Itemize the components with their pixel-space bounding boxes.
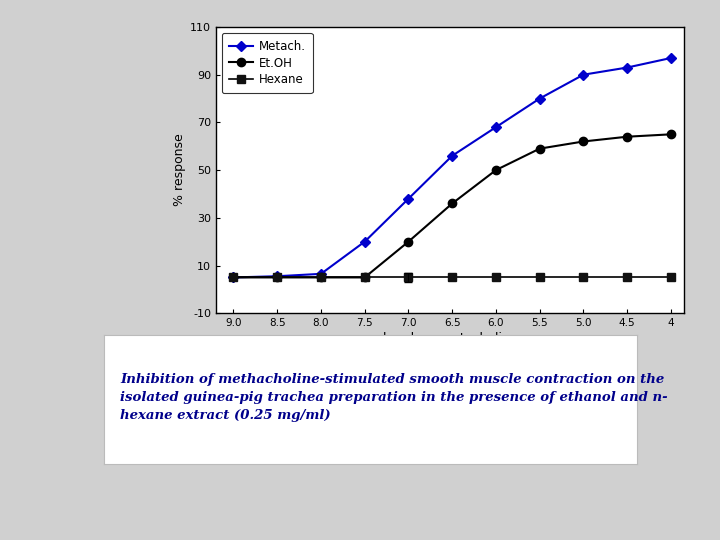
Hexane [317, 274, 325, 281]
Hexane [579, 274, 588, 281]
Line: Et.OH: Et.OH [230, 130, 675, 281]
Et.OH [317, 274, 325, 281]
X-axis label: log dose metacholine: log dose metacholine [383, 332, 517, 345]
Et.OH [579, 138, 588, 145]
Metach. [229, 274, 238, 281]
Metach. [317, 271, 325, 277]
Et.OH [492, 167, 500, 173]
Et.OH [361, 274, 369, 281]
Metach. [448, 152, 456, 159]
Line: Hexane: Hexane [230, 273, 675, 281]
Hexane [229, 274, 238, 281]
Metach. [536, 95, 544, 102]
Hexane [667, 274, 675, 281]
Metach. [492, 124, 500, 131]
Hexane [404, 274, 413, 281]
Et.OH [229, 274, 238, 281]
Text: Inhibition of methacholine-stimulated smooth muscle contraction on the
isolated : Inhibition of methacholine-stimulated sm… [120, 373, 668, 422]
Et.OH [667, 131, 675, 138]
Legend: Metach., Et.OH, Hexane: Metach., Et.OH, Hexane [222, 33, 312, 93]
Metach. [273, 273, 282, 280]
Hexane [492, 274, 500, 281]
Metach. [579, 71, 588, 78]
Hexane [361, 274, 369, 281]
Et.OH [273, 274, 282, 281]
Metach. [361, 239, 369, 245]
Et.OH [404, 239, 413, 245]
Hexane [273, 274, 282, 281]
Line: Metach.: Metach. [230, 55, 675, 281]
Hexane [448, 274, 456, 281]
Hexane [623, 274, 631, 281]
Metach. [404, 195, 413, 202]
Et.OH [448, 200, 456, 207]
Et.OH [536, 145, 544, 152]
Metach. [623, 64, 631, 71]
Metach. [667, 55, 675, 61]
Et.OH [623, 133, 631, 140]
Y-axis label: % response: % response [173, 134, 186, 206]
Hexane [536, 274, 544, 281]
